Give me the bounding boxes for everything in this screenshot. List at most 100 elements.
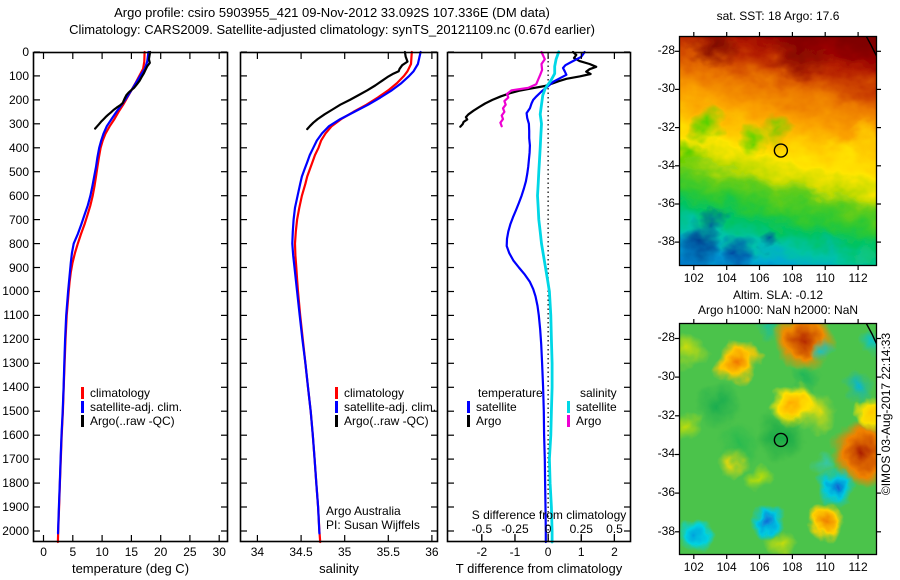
legend-label: Argo [476,414,502,428]
climatology-line-swatch [81,387,84,399]
s-tick-label: 0.5 [606,522,623,536]
legend-label: Argo [576,414,602,428]
y-tick-label: 1600 [2,428,29,443]
x-tick-label: 0 [544,545,552,559]
y-tick-label: 2000 [2,523,29,538]
legend-label: Argo(..raw -QC) [344,414,429,428]
satellite-clim-line-swatch [335,401,338,413]
lat-tick-label: -34 [657,446,675,461]
y-tick-label: 800 [8,236,29,251]
x-tick-label: 34 [250,545,265,559]
legend-label: satellite [476,400,517,414]
lon-tick-label: 110 [815,271,835,285]
x-tick-label: 20 [153,545,168,559]
x-tick-label: 36 [425,545,439,559]
lon-tick-label: 104 [716,560,737,574]
climatology-line-swatch [335,387,338,399]
sla-map-title-line2: Argo h1000: NaN h2000: NaN [697,303,859,317]
lat-tick-label: -28 [657,43,675,58]
legend-label: satellite-adj. clim. [344,400,437,414]
legend-header-salinity: salinity [580,386,617,400]
difference-profile-plot [446,50,632,544]
tdiff-axis-label: T difference from climatology [455,561,623,576]
legend-temperature: climatology satellite-adj. clim. Argo(..… [81,386,182,428]
y-tick-label: 200 [8,92,29,107]
lat-tick-label: -38 [657,234,675,249]
x-tick-label: -1 [509,545,521,559]
lat-tick-label: -32 [657,407,675,422]
legend-item-climatology: climatology [335,386,436,400]
argo-s-line-swatch [567,415,570,427]
x-tick-label: 30 [212,545,226,559]
lon-tick-label: 108 [782,271,803,285]
y-tick-label: 1800 [2,476,29,491]
y-tick-label: 1900 [2,500,29,515]
temperature-profile-plot [32,50,229,544]
y-tick-label: 900 [8,260,29,275]
s-tick-label: -0.5 [471,522,493,536]
satellite-t-line-swatch [467,401,470,413]
float-position-marker [773,432,789,448]
y-tick-label: 300 [8,116,29,131]
legend-item-argo-t: Argo [467,414,543,428]
y-tick-label: 1300 [2,356,29,371]
panel-salinity: 34 34.5 35 35.5 36 [239,50,439,559]
argo-line-swatch [81,415,84,427]
sla-map-image [675,319,881,559]
lat-tick-label: -28 [657,330,675,345]
x-tick-label: 15 [124,545,139,559]
y-tick-label: 100 [8,68,29,83]
legend-item-climatology: climatology [81,386,182,400]
s-tick-label: -0.25 [501,522,529,536]
y-tick-label: 1200 [2,332,29,347]
sla-map-title-line1: Altim. SLA: -0.12 [732,288,824,302]
figure-title-line2: Climatology: CARS2009. Satellite-adjuste… [69,22,595,37]
lon-tick-label: 106 [749,271,770,285]
salinity-axis-label: salinity [319,561,359,576]
lon-tick-label: 112 [848,271,868,285]
x-tick-label: 25 [183,545,197,559]
s-diff-axis-label: S difference from climatology [471,508,627,522]
legend-item-argo: Argo(..raw -QC) [335,414,436,428]
x-tick-label: 2 [611,545,618,559]
project-pi: PI: Susan Wijffels [326,518,420,532]
y-tick-label: 1700 [2,452,29,467]
x-tick-label: 5 [69,545,77,559]
satellite-s-line-swatch [567,401,570,413]
project-annotation: Argo Australia PI: Susan Wijffels [326,504,420,532]
y-tick-label: 1100 [3,308,29,323]
x-tick-label: 35.5 [376,545,400,559]
legend-item-satellite-clim: satellite-adj. clim. [81,400,182,414]
legend-header-temperature: temperature [478,386,543,400]
lon-tick-label: 110 [815,560,835,574]
y-tick-label: 500 [8,164,29,179]
lat-tick-label: -38 [657,523,675,538]
lon-tick-label: 104 [716,271,737,285]
legend-item-argo-s: Argo [567,414,617,428]
lon-tick-label: 102 [683,560,704,574]
s-tick-label: 0 [544,522,552,536]
legend-label: climatology [90,386,151,400]
y-tick-label: 600 [8,188,29,203]
lon-tick-label: 108 [782,560,803,574]
legend-salinity: climatology satellite-adj. clim. Argo(..… [335,386,436,428]
project-name: Argo Australia [326,504,401,518]
x-tick-label: 0 [40,545,47,559]
legend-sdiff: salinity satellite Argo [567,386,617,428]
x-tick-label: 10 [95,545,109,559]
legend-item-argo: Argo(..raw -QC) [81,414,182,428]
y-tick-label: 1400 [2,380,29,395]
y-tick-label: 400 [8,140,29,155]
lat-tick-label: -36 [657,195,675,210]
legend-label: Argo(..raw -QC) [90,414,175,428]
x-tick-label: 35 [337,545,352,559]
sla-map: 102 104 106 108 110 112 -28 -30 -32 -34 -36 -38 [658,319,881,574]
legend-label: satellite [576,400,617,414]
lat-tick-label: -30 [657,81,675,96]
legend-item-satellite-clim: satellite-adj. clim. [335,400,436,414]
legend-tdiff: temperature satellite Argo [467,386,543,428]
panel-temperature: 0 5 10 15 20 25 30 0 100 200 300 400 500 600 700 800 900… [2,46,229,559]
sst-map: 102 104 106 108 110 112 -28 -30 -32 -34 -36 -38 [658,32,881,285]
lat-tick-label: -32 [657,119,675,134]
